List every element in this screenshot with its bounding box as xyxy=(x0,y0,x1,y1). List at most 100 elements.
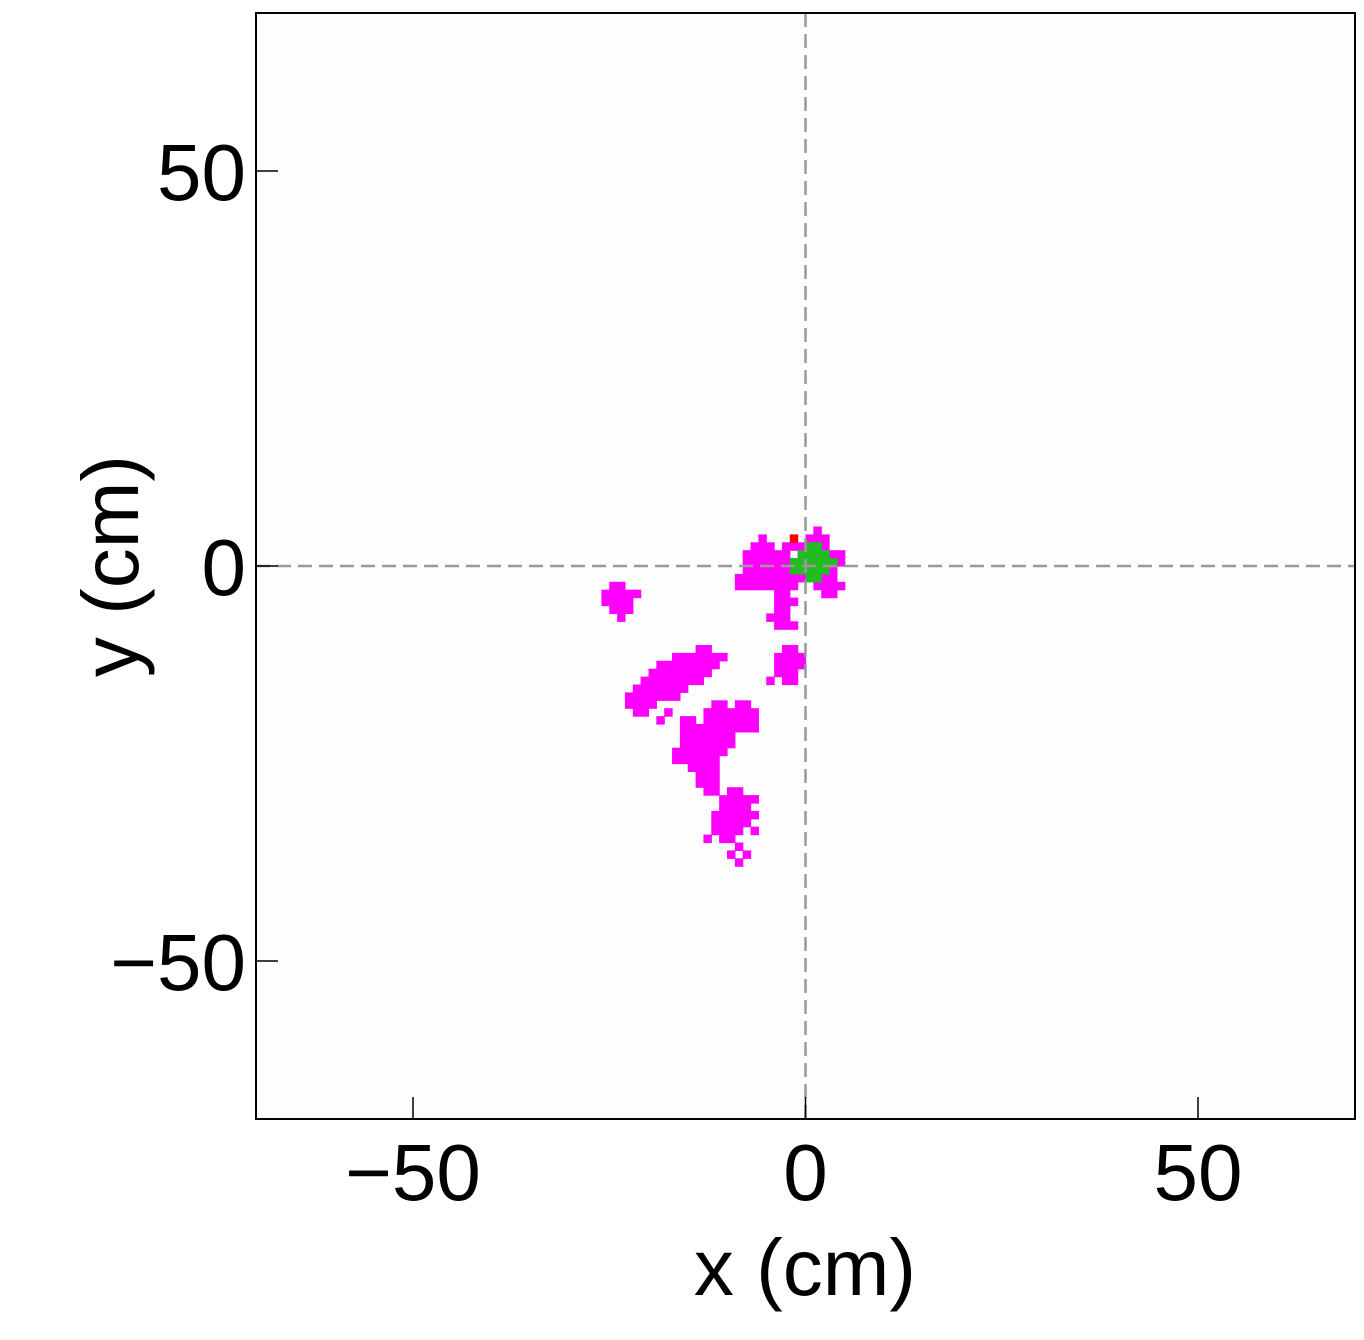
data-point xyxy=(703,787,712,796)
data-point xyxy=(742,818,752,828)
data-point xyxy=(734,795,744,804)
data-point xyxy=(734,803,744,812)
x-tick-label: 0 xyxy=(783,1128,828,1217)
data-point xyxy=(687,755,697,765)
data-point xyxy=(672,692,681,701)
data-point xyxy=(797,566,807,575)
data-point xyxy=(687,668,697,678)
data-point xyxy=(781,573,791,583)
data-point xyxy=(711,652,720,662)
data-point xyxy=(750,810,759,820)
data-point xyxy=(601,589,610,599)
data-point xyxy=(750,581,759,591)
data-point xyxy=(656,716,665,725)
data-point xyxy=(774,581,783,591)
data-point xyxy=(703,747,712,757)
y-tick-label: 0 xyxy=(202,523,247,612)
data-point xyxy=(664,676,673,686)
data-point xyxy=(734,818,744,828)
data-point xyxy=(821,542,830,551)
data-point xyxy=(711,739,720,749)
data-point xyxy=(829,573,838,583)
data-point xyxy=(687,676,697,686)
data-point xyxy=(734,724,744,733)
data-point xyxy=(781,597,791,607)
data-point xyxy=(624,605,634,614)
data-point xyxy=(742,850,752,859)
data-point xyxy=(813,526,822,535)
data-point xyxy=(797,573,807,583)
data-point xyxy=(719,747,728,757)
data-point xyxy=(687,652,697,662)
data-point xyxy=(727,731,736,741)
data-point xyxy=(821,573,830,583)
data-point xyxy=(679,755,689,765)
data-point xyxy=(719,810,728,820)
data-point xyxy=(727,716,736,725)
data-point xyxy=(664,660,673,670)
data-point xyxy=(742,550,752,559)
data-point xyxy=(781,676,791,686)
data-point xyxy=(695,668,705,678)
data-point xyxy=(679,747,689,757)
data-point xyxy=(789,581,799,591)
data-point xyxy=(648,676,657,686)
data-point xyxy=(766,542,775,551)
data-point xyxy=(640,684,650,693)
data-point xyxy=(703,771,712,780)
data-point xyxy=(703,755,712,765)
data-point xyxy=(797,550,807,559)
data-point xyxy=(703,652,712,662)
data-point xyxy=(719,652,728,662)
data-point xyxy=(711,708,720,717)
data-point xyxy=(679,716,689,725)
data-point xyxy=(711,700,720,709)
data-point xyxy=(609,589,618,599)
data-point xyxy=(617,589,626,599)
data-point xyxy=(774,566,783,575)
data-point xyxy=(742,803,752,812)
data-point xyxy=(758,573,767,583)
data-point xyxy=(632,684,642,693)
data-point xyxy=(679,668,689,678)
data-point xyxy=(695,763,705,772)
data-point xyxy=(640,708,650,717)
data-point xyxy=(758,550,767,559)
data-point xyxy=(640,700,650,709)
data-point xyxy=(695,645,705,654)
data-point xyxy=(758,566,767,575)
data-point xyxy=(781,660,791,670)
data-point xyxy=(679,731,689,741)
y-tick-label: −50 xyxy=(110,918,246,1007)
data-point xyxy=(734,573,744,583)
data-point xyxy=(672,660,681,670)
data-point xyxy=(703,708,712,717)
data-point xyxy=(687,763,697,772)
data-point xyxy=(679,684,689,693)
data-point xyxy=(703,660,712,670)
data-point xyxy=(813,581,822,591)
data-point xyxy=(719,724,728,733)
data-point xyxy=(719,716,728,725)
data-point xyxy=(687,747,697,757)
data-point xyxy=(750,542,759,551)
data-point xyxy=(695,755,705,765)
data-point xyxy=(758,542,767,551)
data-point xyxy=(734,787,744,796)
data-point xyxy=(766,550,775,559)
data-point xyxy=(687,739,697,749)
data-point xyxy=(734,700,744,709)
data-point xyxy=(829,566,838,575)
data-point xyxy=(727,818,736,828)
data-point xyxy=(672,652,681,662)
data-point xyxy=(750,573,759,583)
data-point xyxy=(742,558,752,567)
data-point xyxy=(781,542,791,551)
data-point xyxy=(781,645,791,654)
data-point xyxy=(805,550,814,559)
data-point xyxy=(719,795,728,804)
data-point xyxy=(774,589,783,599)
data-point xyxy=(617,597,626,607)
